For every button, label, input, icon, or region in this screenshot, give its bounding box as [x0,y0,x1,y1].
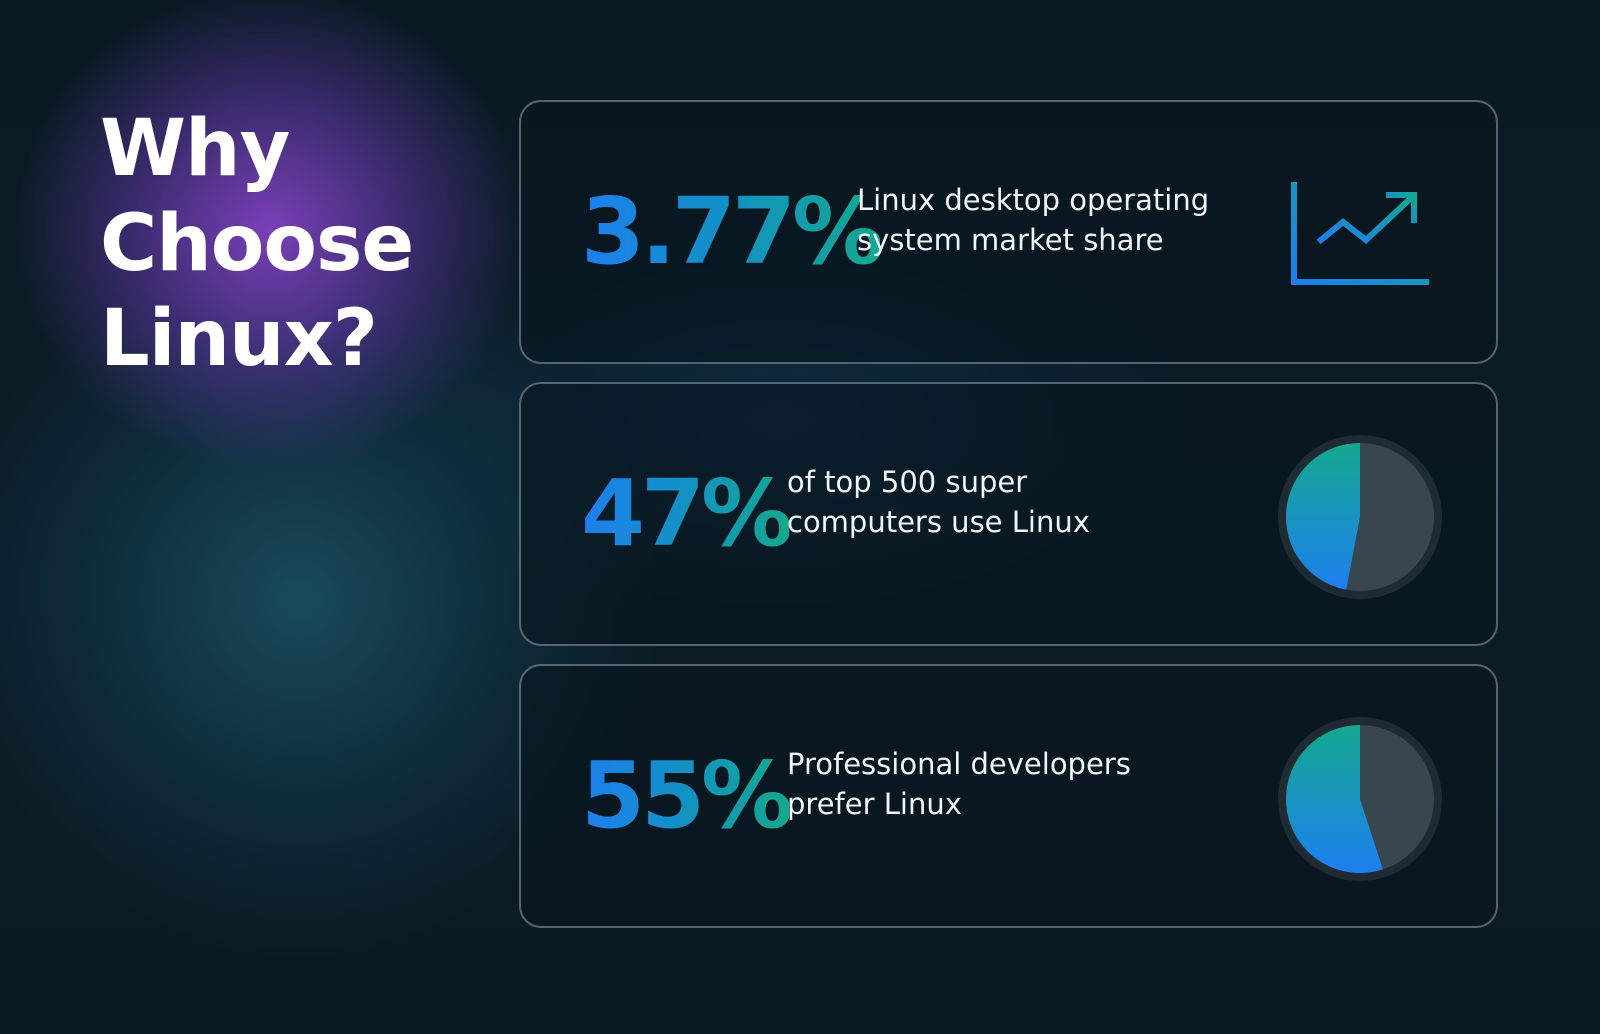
pie-value-slice [1285,443,1360,590]
stat-description: Linux desktop operating system market sh… [857,183,1210,257]
page-title: Why Choose Linux? [100,102,414,387]
pie-chart-icon [1278,435,1442,599]
pie-value-slice [1286,725,1383,873]
stat-value: 47% [581,460,793,567]
title-line-3: Linux? [100,294,378,384]
title-line-2: Choose [100,199,414,289]
stat-card-market-share: 3.77% Linux desktop operating system mar… [519,100,1498,364]
pie-chart-icon [1278,717,1442,881]
stat-value: 3.77% [581,178,884,285]
trending-up-chart-icon [1291,182,1429,285]
stat-description: Professional developers prefer Linux [787,747,1131,821]
stat-card-developers: 55% Professional developers prefer Linux [519,664,1498,928]
stat-value: 55% [581,742,793,849]
title-line-1: Why [100,104,290,194]
stat-description: of top 500 super computers use Linux [787,465,1090,539]
stat-card-supercomputers: 47% of top 500 super computers use Linux [519,382,1498,646]
